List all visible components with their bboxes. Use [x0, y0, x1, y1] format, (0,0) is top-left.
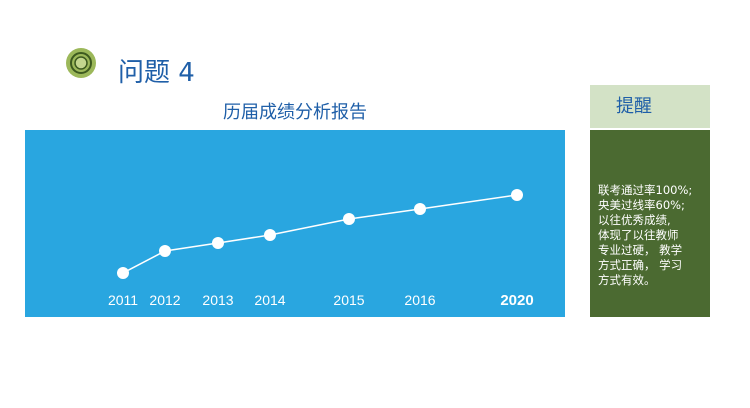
note-line: 方式有效。 — [598, 273, 656, 287]
data-point — [343, 213, 355, 225]
data-point — [212, 237, 224, 249]
note-line: 以往优秀成绩, — [598, 213, 671, 227]
note-line: 方式正确， 学习 — [598, 258, 683, 272]
target-icon — [66, 48, 96, 78]
page-title: 问题 4 — [118, 58, 195, 88]
x-tick-label: 2013 — [202, 292, 233, 308]
data-point — [159, 245, 171, 257]
note-line: 体现了以往教师 — [598, 228, 679, 242]
x-tick-label: 2012 — [149, 292, 180, 308]
data-point — [117, 267, 129, 279]
chart-title: 历届成绩分析报告 — [223, 102, 367, 123]
data-point — [264, 229, 276, 241]
note-line: 央美过线率60%; — [598, 198, 685, 212]
x-tick-label: 2014 — [254, 292, 285, 308]
x-tick-label: 2016 — [404, 292, 435, 308]
sidebar-title: 提醒 — [590, 85, 710, 128]
x-tick-label: 2015 — [333, 292, 364, 308]
sidebar-notes: 联考通过率100%; 央美过线率60%; 以往优秀成绩, 体现了以往教师 专业过… — [590, 130, 710, 317]
note-line: 专业过硬， 教学 — [598, 243, 683, 257]
line-chart: 2011 2012 2013 2014 2015 2016 2020 — [25, 130, 565, 317]
x-tick-label: 2020 — [500, 292, 533, 309]
x-tick-label: 2011 — [108, 292, 138, 308]
note-line: 联考通过率100%; — [598, 183, 693, 197]
series-line — [122, 194, 518, 274]
data-point — [511, 189, 523, 201]
data-point — [414, 203, 426, 215]
